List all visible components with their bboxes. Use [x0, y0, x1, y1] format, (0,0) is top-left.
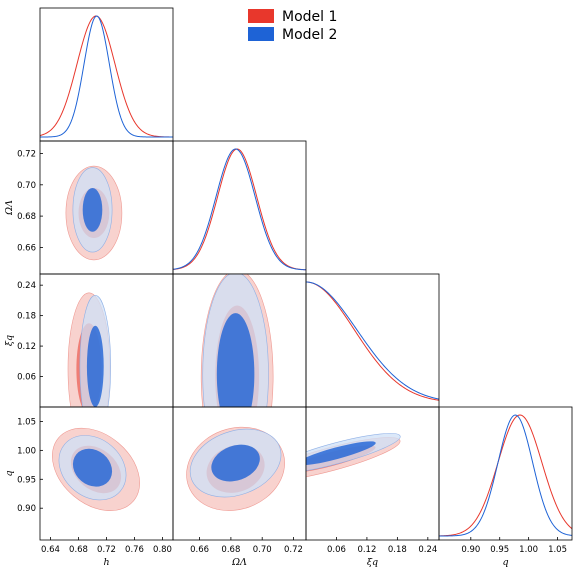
legend-swatch-model-2	[248, 27, 274, 41]
panel-0-0	[39, 7, 174, 142]
marginal-2-series-1	[306, 281, 439, 401]
y-tick-label: 1.00	[17, 446, 36, 456]
x-tick-label: 0.76	[125, 545, 144, 555]
x-tick-label: 0.68	[221, 545, 240, 555]
y-tick-label: 0.70	[17, 181, 36, 191]
marginal-1-series-1	[173, 148, 306, 271]
x-axis-label-2: ξq	[367, 557, 378, 568]
panel-1-1	[172, 140, 307, 275]
contour68-1-3-series-2	[211, 444, 260, 482]
panel-2-2	[305, 273, 440, 408]
x-tick-label: 0.66	[190, 545, 209, 555]
x-tick-label: 0.80	[153, 545, 172, 555]
y-tick-label: 0.68	[17, 212, 36, 222]
legend: Model 1 Model 2	[248, 9, 337, 43]
y-tick-label: 0.66	[17, 243, 36, 253]
x-tick-label: 0.70	[253, 545, 272, 555]
contour68-2-3-series-2	[306, 441, 376, 466]
marginal-1-series-2	[173, 148, 306, 271]
x-axis-label-0: h	[103, 557, 109, 568]
panel-2-0: 0.06 0.12 0.18 0.24 ξq	[4, 273, 174, 408]
y-tick-label: 1.05	[17, 417, 36, 427]
panel-1-0: 0.66 0.68 0.70 0.72 ΩΛ	[4, 140, 174, 275]
x-tick-label: 0.72	[284, 545, 303, 555]
marginal-0-series-1	[40, 15, 173, 138]
legend-label-model-1: Model 1	[282, 9, 337, 25]
x-tick-label: 0.68	[69, 545, 88, 555]
contour68-0-2-series-2	[86, 325, 104, 407]
contour68-1-2-series-2	[216, 313, 255, 407]
panel-3-0: 0.90 0.95 1.00 1.05 q 0.64 0.68 0.72 0.76 0.80 h	[4, 406, 174, 568]
y-tick-label: 0.06	[17, 373, 36, 383]
panel-frame-3-3	[438, 406, 573, 541]
panel-3-1: 0.66 0.68 0.70 0.72 ΩΛ	[172, 406, 307, 568]
marginal-3-series-2	[439, 414, 572, 537]
y-tick-label: 0.95	[17, 475, 36, 485]
legend-label-model-2: Model 2	[282, 27, 337, 43]
panel-3-2: 0.06 0.12 0.18 0.24 ξq	[305, 406, 440, 568]
contour68-0-3-series-2	[72, 448, 113, 487]
y-tick-label: 0.12	[17, 342, 36, 352]
panel-frame-0-0	[39, 7, 174, 142]
y-tick-label: 0.90	[17, 504, 36, 514]
panel-3-3: 0.90 0.95 1.00 1.05 q	[438, 406, 573, 568]
x-tick-label: 1.00	[519, 545, 538, 555]
legend-swatch-model-1	[248, 9, 274, 23]
x-tick-label: 0.12	[357, 545, 376, 555]
marginal-3-series-1	[439, 414, 572, 537]
y-axis-label-1: ΩΛ	[4, 200, 15, 216]
x-tick-label: 0.90	[461, 545, 480, 555]
x-tick-label: 0.72	[97, 545, 116, 555]
x-tick-label: 0.24	[418, 545, 437, 555]
x-tick-label: 1.05	[548, 545, 567, 555]
y-axis-label-2: ξq	[4, 335, 15, 346]
x-axis-label-3: q	[502, 557, 508, 568]
marginal-0-series-2	[40, 15, 173, 138]
x-tick-label: 0.06	[327, 545, 346, 555]
y-axis-label-3: q	[4, 470, 15, 476]
panel-frame-3-2	[305, 406, 440, 541]
x-tick-label: 0.18	[388, 545, 407, 555]
x-axis-label-1: ΩΛ	[231, 557, 247, 568]
y-tick-label: 0.24	[17, 281, 36, 291]
contour68-0-1-series-2	[82, 187, 103, 232]
x-tick-label: 0.64	[41, 545, 60, 555]
y-tick-label: 0.72	[17, 150, 36, 160]
marginal-2-series-2	[306, 281, 439, 400]
panel-frame-2-2	[305, 273, 440, 408]
x-tick-label: 0.95	[490, 545, 509, 555]
y-tick-label: 0.18	[17, 312, 36, 322]
panel-frame-1-1	[172, 140, 307, 275]
